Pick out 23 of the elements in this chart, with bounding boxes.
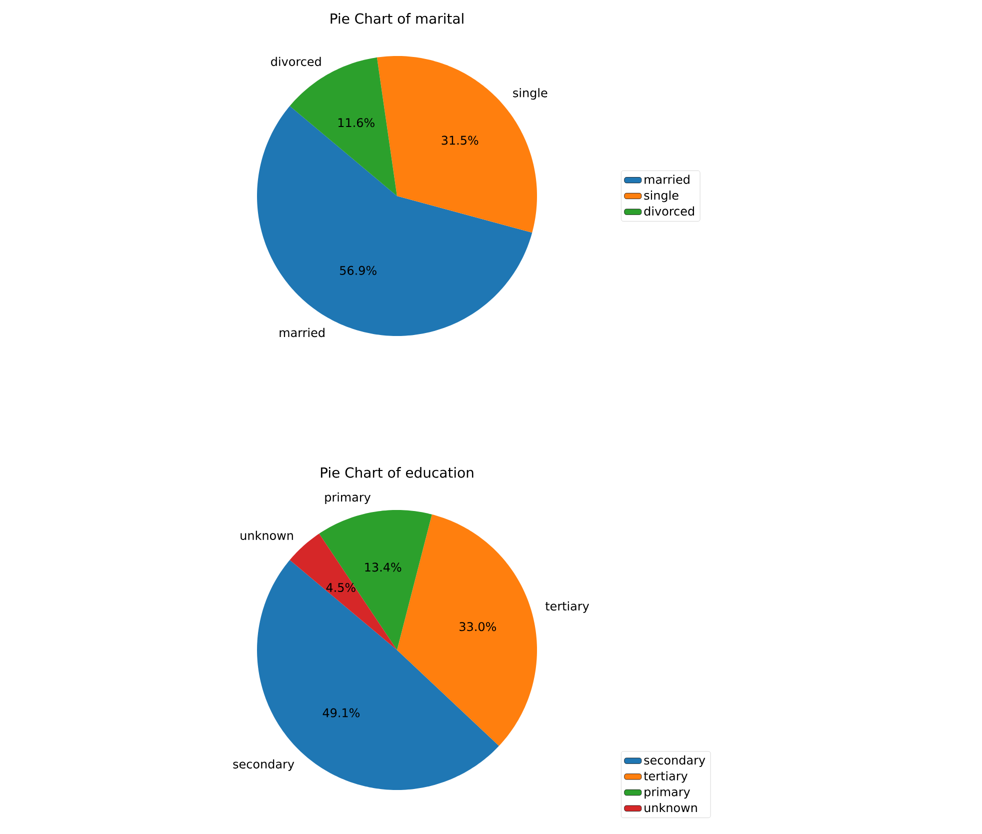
slice-label: unknown <box>240 530 293 540</box>
legend-label: unknown <box>644 802 697 812</box>
slice-label: tertiary <box>545 601 590 613</box>
legend-label: divorced <box>644 206 694 216</box>
chart-title: Pie Chart of education <box>320 467 474 478</box>
legend-label: tertiary <box>644 771 688 783</box>
data-label: 49.1% <box>322 708 360 718</box>
legend-label: married <box>644 174 690 184</box>
slice-label: secondary <box>233 759 294 771</box>
data-label: 11.6% <box>338 118 374 128</box>
legend-label: single <box>644 190 678 202</box>
slice-label: divorced <box>271 56 321 66</box>
data-label: 31.5% <box>442 136 478 145</box>
data-label: 56.9% <box>340 266 376 275</box>
data-label: 4.5% <box>326 582 356 592</box>
legend-label: primary <box>644 787 690 799</box>
legend-label: secondary <box>644 755 706 767</box>
data-label: 33.0% <box>460 622 496 632</box>
slice-label: primary <box>325 492 371 504</box>
data-label: 13.4% <box>365 562 402 572</box>
slice-label: married <box>280 328 324 338</box>
chart-title: Pie Chart of marital <box>330 13 464 24</box>
slice-label: single <box>513 88 548 100</box>
